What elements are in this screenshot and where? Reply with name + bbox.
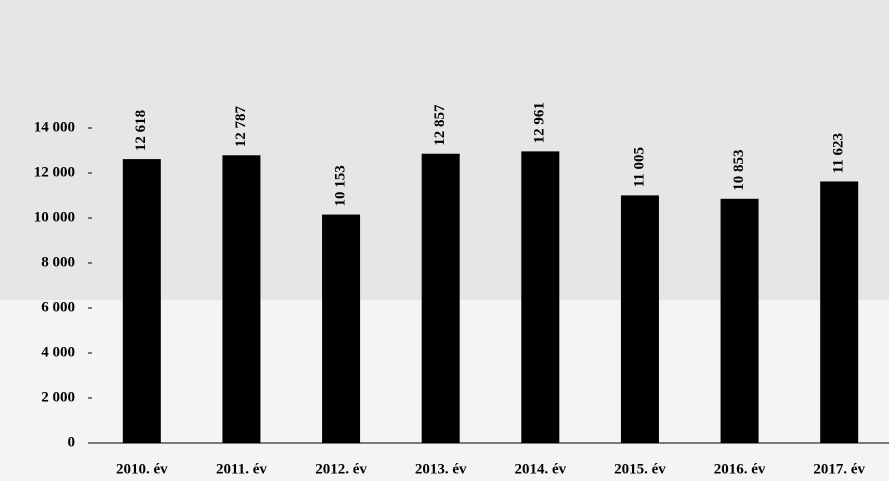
bar <box>421 153 460 443</box>
bar <box>720 198 759 443</box>
value-label: 12 961 <box>532 102 548 143</box>
bar <box>521 151 560 443</box>
value-label: 12 857 <box>432 104 448 146</box>
bar <box>620 195 659 443</box>
y-tick-label: 12 000 <box>34 164 75 180</box>
value-label: 12 618 <box>133 110 149 151</box>
y-tick-label: 6 000 <box>41 299 75 315</box>
value-label: 10 853 <box>731 150 747 191</box>
x-tick-label: 2014. év <box>514 461 566 477</box>
x-tick-label: 2010. év <box>116 461 168 477</box>
bar <box>222 155 261 444</box>
x-tick-label: 2011. év <box>216 461 267 477</box>
value-label: 11 623 <box>831 133 847 173</box>
x-tick-label: 2015. év <box>614 461 666 477</box>
y-tick-label: 8 000 <box>41 254 75 270</box>
bar <box>122 159 161 443</box>
y-tick-label: 10 000 <box>34 209 75 225</box>
value-label: 12 787 <box>233 106 249 148</box>
value-label: 10 153 <box>333 165 349 206</box>
y-tick-label: 14 000 <box>34 119 75 135</box>
y-tick-label: 4 000 <box>41 344 75 360</box>
x-tick-label: 2016. év <box>714 461 766 477</box>
bar <box>322 214 361 443</box>
x-tick-label: 2017. év <box>813 461 865 477</box>
y-tick-label: 0 <box>68 434 76 450</box>
x-tick-label: 2012. év <box>315 461 367 477</box>
x-tick-label: 2013. év <box>415 461 467 477</box>
y-tick-label: 2 000 <box>41 389 75 405</box>
value-label: 11 005 <box>631 147 647 187</box>
bar <box>820 181 859 444</box>
